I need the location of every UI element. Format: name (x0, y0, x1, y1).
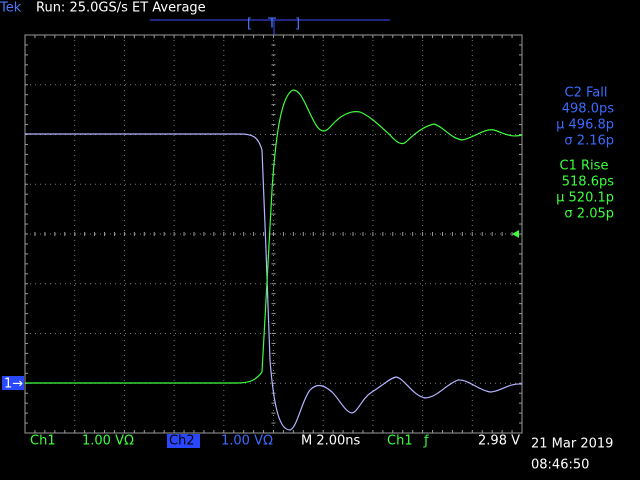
meas-sigma: σ 2.05p (564, 207, 614, 222)
ch-marker-box (2, 376, 24, 390)
meas-title: C2 Fall (565, 86, 608, 101)
trig-level: 2.98 V (478, 434, 520, 449)
meas-sigma: σ 2.16p (564, 134, 614, 149)
meas-value: 498.0ps (562, 102, 614, 117)
acq-status: Run: 25.0GS/s ET Average (36, 1, 206, 16)
trigger-level-marker (512, 230, 519, 238)
ch-marker: 1→ (4, 377, 23, 392)
trig-slope: ƒ (423, 434, 429, 449)
timebase: M 2.00ns (301, 434, 361, 449)
meas-mean: μ 496.8p (556, 118, 614, 133)
brand: Tek (0, 1, 22, 16)
trace-ch2 (25, 133, 523, 431)
date: 21 Mar 2019 (531, 437, 613, 452)
trig-source: Ch1 (387, 434, 413, 449)
trigger-bracket: [ (247, 17, 252, 32)
trigger-bracket: ] (295, 17, 300, 32)
meas-value: 518.6ps (562, 175, 614, 190)
ch2-box (167, 434, 200, 448)
trace-ch1 (25, 89, 523, 384)
ch2-scale: 1.00 VΩ (221, 434, 273, 449)
ch2-label: Ch2 (169, 434, 195, 449)
meas-title: C1 Rise (560, 159, 609, 174)
meas-mean: μ 520.1p (556, 191, 614, 206)
ch1-label: Ch1 (30, 434, 56, 449)
time: 08:46:50 (531, 458, 589, 473)
trigger-mark: T (267, 17, 276, 32)
ch1-scale: 1.00 VΩ (82, 434, 134, 449)
